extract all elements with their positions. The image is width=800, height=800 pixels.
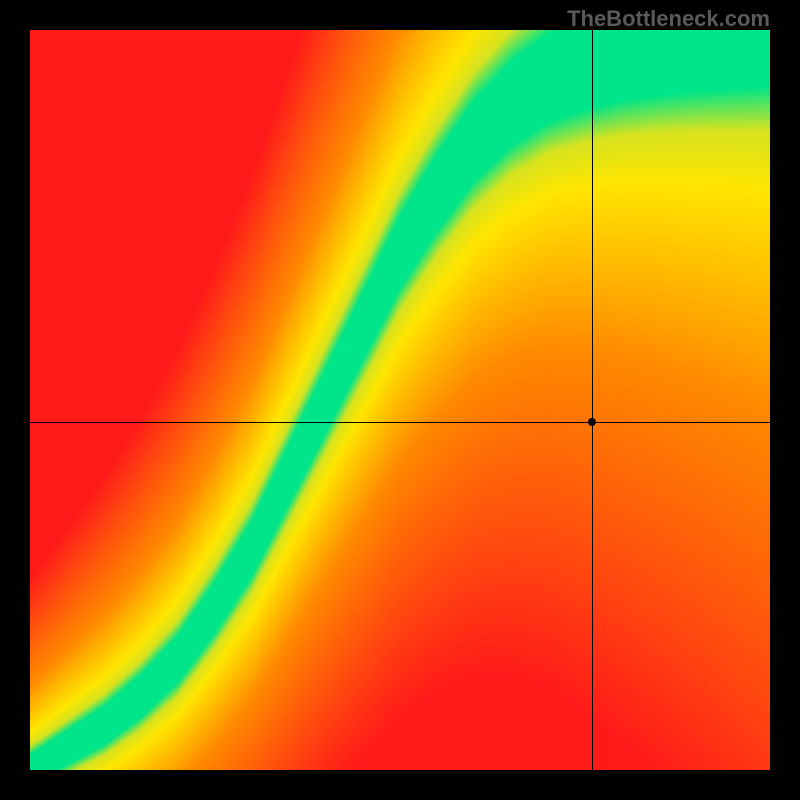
heatmap-canvas <box>30 30 770 770</box>
crosshair-marker <box>588 418 596 426</box>
watermark-text: TheBottleneck.com <box>567 6 770 32</box>
crosshair-horizontal <box>30 422 770 423</box>
heatmap-plot <box>30 30 770 770</box>
crosshair-vertical <box>592 30 593 770</box>
